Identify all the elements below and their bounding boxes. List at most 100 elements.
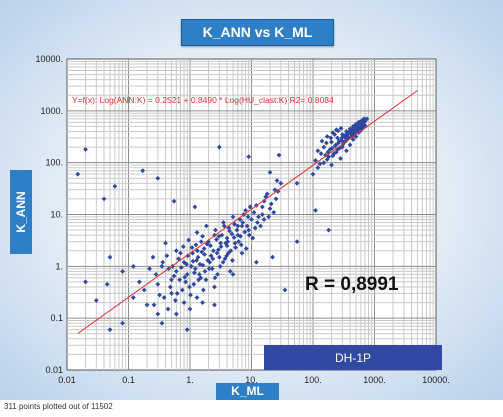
data-point <box>193 242 199 248</box>
data-point <box>294 180 300 186</box>
data-point <box>356 125 362 131</box>
data-point <box>324 157 330 162</box>
data-point <box>272 187 278 193</box>
data-point <box>141 287 147 293</box>
data-point <box>330 153 336 159</box>
data-point <box>242 229 248 235</box>
data-point <box>243 246 249 251</box>
data-point <box>198 239 204 245</box>
data-point <box>120 320 125 326</box>
data-point <box>319 138 325 144</box>
data-point <box>333 127 339 133</box>
data-point <box>246 154 252 160</box>
data-point <box>192 270 197 276</box>
y-tick-label: 0.1 <box>50 313 63 323</box>
data-point <box>234 227 240 233</box>
data-point <box>364 116 370 122</box>
data-point <box>194 258 199 263</box>
data-point <box>259 204 265 210</box>
data-point <box>173 298 178 303</box>
data-point <box>294 239 300 245</box>
data-point <box>328 135 334 141</box>
data-point <box>336 138 342 144</box>
data-point <box>233 245 238 250</box>
data-point <box>214 250 220 256</box>
data-point <box>230 214 236 220</box>
data-point <box>200 233 205 239</box>
data-point <box>317 161 323 167</box>
data-point <box>344 131 350 137</box>
data-point <box>216 247 221 253</box>
data-point <box>339 144 345 150</box>
data-point <box>227 268 233 274</box>
data-point <box>315 148 321 154</box>
data-point <box>192 204 198 210</box>
data-point <box>204 223 209 229</box>
data-point <box>244 223 250 229</box>
data-point <box>171 198 177 204</box>
data-point <box>190 258 196 264</box>
data-point <box>195 254 201 260</box>
data-point <box>349 134 355 139</box>
data-point <box>231 235 237 240</box>
data-point <box>315 165 321 171</box>
data-point <box>155 311 161 317</box>
data-point <box>282 287 288 293</box>
data-point <box>310 171 316 177</box>
y-tick-label: 0.01 <box>45 365 63 375</box>
data-point <box>194 230 200 235</box>
data-point <box>196 277 202 283</box>
data-point <box>253 259 259 265</box>
data-point <box>140 168 146 174</box>
data-point <box>250 235 256 241</box>
data-point <box>313 207 318 213</box>
data-point <box>196 271 202 277</box>
data-points <box>75 116 370 333</box>
data-point <box>232 240 238 246</box>
data-point <box>270 254 275 260</box>
data-point <box>332 132 338 137</box>
data-point <box>155 281 161 287</box>
data-point <box>239 223 245 229</box>
data-point <box>104 281 110 287</box>
data-point <box>150 254 156 260</box>
y-tick-label: 10. <box>50 210 63 220</box>
data-point <box>209 266 215 272</box>
data-point <box>243 207 248 213</box>
data-point <box>324 134 330 139</box>
data-point <box>182 274 188 280</box>
data-point <box>191 281 197 287</box>
data-point <box>207 259 213 265</box>
data-point <box>230 271 236 277</box>
data-point <box>190 250 195 256</box>
data-point <box>163 240 168 246</box>
data-point <box>252 225 258 231</box>
data-point <box>213 227 218 233</box>
data-point <box>112 183 118 189</box>
data-point <box>251 209 257 215</box>
data-point <box>216 254 222 260</box>
data-point <box>195 248 200 254</box>
data-point <box>180 244 186 250</box>
data-point <box>221 220 226 225</box>
data-point <box>210 256 216 262</box>
regression-line <box>77 90 418 334</box>
data-point <box>321 160 327 166</box>
data-point <box>176 256 181 262</box>
data-point <box>217 263 223 269</box>
data-point <box>339 132 345 137</box>
data-point <box>218 240 224 246</box>
data-point <box>160 259 166 265</box>
data-point <box>202 251 207 257</box>
data-point <box>184 261 189 267</box>
data-point <box>130 263 136 269</box>
data-point <box>206 239 211 245</box>
regression-equation: Y=f(x): Log(ANN:K) = 0.2521 + 0.8490 * L… <box>72 95 334 105</box>
data-point <box>186 237 192 243</box>
data-point <box>261 198 267 204</box>
data-point <box>225 250 231 256</box>
data-point <box>187 306 193 312</box>
data-point <box>246 232 252 238</box>
